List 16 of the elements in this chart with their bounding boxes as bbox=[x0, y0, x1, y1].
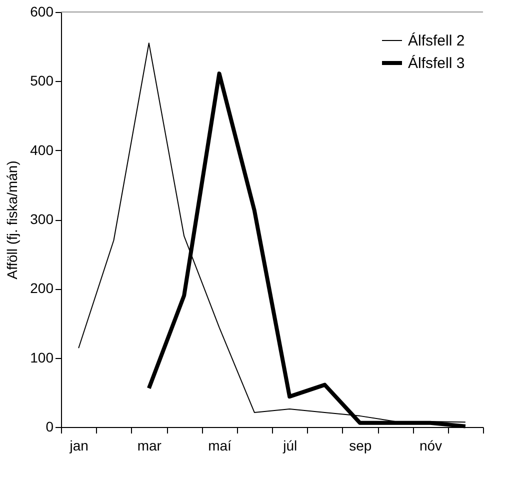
legend-label: Álfsfell 3 bbox=[408, 54, 465, 72]
x-tick-label: nóv bbox=[419, 438, 442, 454]
x-tick-label: maí bbox=[208, 438, 232, 454]
y-tick-label: 400 bbox=[30, 142, 54, 158]
y-tick-label: 500 bbox=[30, 72, 54, 89]
x-tick-label: mar bbox=[137, 438, 162, 454]
x-tick-label: sep bbox=[349, 438, 372, 454]
y-tick-label: 600 bbox=[30, 4, 54, 20]
y-tick-label: 300 bbox=[30, 211, 54, 227]
y-axis-title: Afföll (fj. fiska/mán) bbox=[4, 160, 20, 280]
y-tick-label: 0 bbox=[46, 418, 54, 434]
y-tick-label: 100 bbox=[30, 349, 54, 366]
x-tick-label: jan bbox=[68, 438, 88, 454]
x-tick-label: júl bbox=[282, 438, 298, 454]
legend-label: Álfsfell 2 bbox=[408, 32, 465, 50]
y-tick-label: 200 bbox=[30, 280, 54, 296]
